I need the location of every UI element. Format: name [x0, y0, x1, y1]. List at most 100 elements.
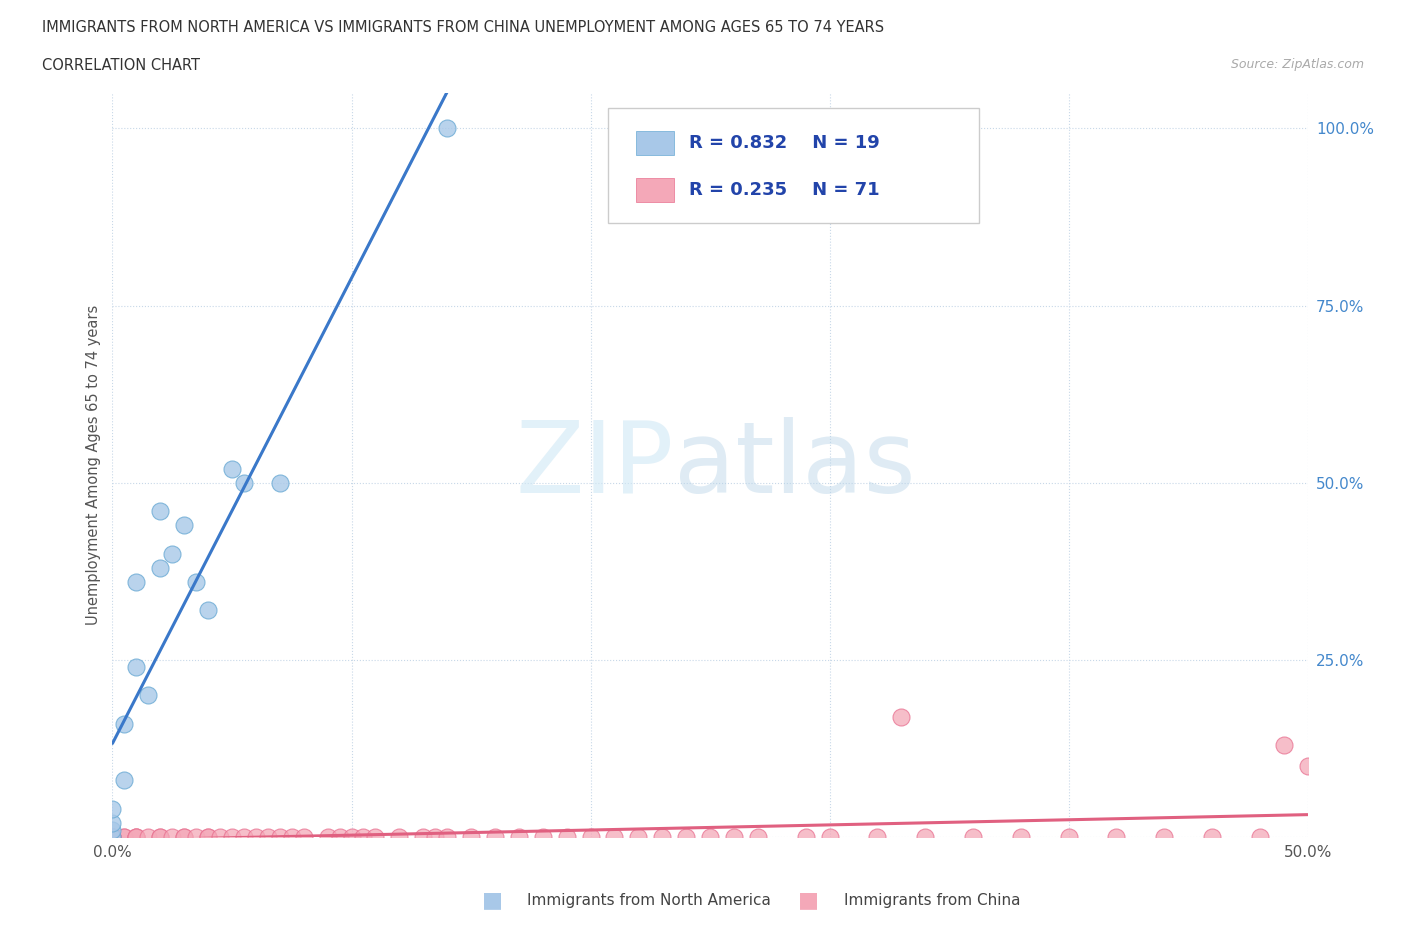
Text: Source: ZipAtlas.com: Source: ZipAtlas.com [1230, 58, 1364, 71]
Point [101, 816, 124, 830]
Point [1153, 830, 1175, 844]
Point [101, 802, 124, 817]
Text: atlas: atlas [675, 417, 915, 513]
Point [114, 773, 135, 788]
Point [651, 830, 673, 844]
Point [425, 830, 447, 844]
Point [101, 830, 124, 844]
Point [1249, 830, 1271, 844]
Point [436, 121, 458, 136]
Point [818, 830, 841, 844]
Point [125, 659, 148, 674]
Y-axis label: Unemployment Among Ages 65 to 74 years: Unemployment Among Ages 65 to 74 years [86, 305, 101, 625]
Point [699, 830, 721, 844]
Point [257, 830, 280, 844]
Point [245, 830, 267, 844]
Text: CORRELATION CHART: CORRELATION CHART [42, 58, 200, 73]
Point [269, 475, 291, 490]
Point [364, 830, 387, 844]
Point [114, 830, 135, 844]
FancyBboxPatch shape [609, 108, 979, 223]
Point [292, 830, 315, 844]
Point [101, 830, 124, 844]
Point [173, 518, 195, 533]
Point [388, 830, 411, 844]
Point [1010, 830, 1032, 844]
Point [101, 830, 124, 844]
Point [460, 830, 482, 844]
Point [208, 830, 231, 844]
Point [412, 830, 434, 844]
Point [125, 830, 148, 844]
Text: Immigrants from North America: Immigrants from North America [527, 893, 770, 908]
Point [101, 830, 124, 844]
Point [1296, 759, 1319, 774]
Point [747, 830, 769, 844]
Point [125, 830, 148, 844]
Point [101, 830, 124, 844]
Point [866, 830, 889, 844]
Point [125, 830, 148, 844]
Text: IMMIGRANTS FROM NORTH AMERICA VS IMMIGRANTS FROM CHINA UNEMPLOYMENT AMONG AGES 6: IMMIGRANTS FROM NORTH AMERICA VS IMMIGRA… [42, 20, 884, 35]
Point [890, 709, 912, 724]
Point [197, 603, 219, 618]
Point [197, 830, 219, 844]
Point [173, 830, 195, 844]
Point [221, 830, 243, 844]
Point [484, 830, 506, 844]
Point [101, 830, 124, 844]
Point [101, 830, 124, 844]
Text: R = 0.832    N = 19: R = 0.832 N = 19 [689, 134, 879, 152]
Text: ZIP: ZIP [516, 417, 675, 513]
Point [340, 830, 363, 844]
Point [508, 830, 530, 844]
Point [138, 688, 160, 703]
Point [232, 475, 256, 490]
Point [281, 830, 304, 844]
Point [186, 575, 208, 590]
Point [162, 830, 183, 844]
Point [531, 830, 554, 844]
Point [101, 830, 124, 844]
Point [1057, 830, 1080, 844]
Text: ■: ■ [799, 890, 818, 910]
Point [149, 504, 172, 519]
Point [197, 830, 219, 844]
Point [914, 830, 936, 844]
Text: R = 0.235    N = 71: R = 0.235 N = 71 [689, 180, 879, 199]
Point [603, 830, 626, 844]
Point [101, 822, 124, 837]
Point [101, 830, 124, 844]
Text: ■: ■ [482, 890, 502, 910]
Text: Immigrants from China: Immigrants from China [844, 893, 1021, 908]
Point [1201, 830, 1223, 844]
Point [627, 830, 650, 844]
Point [149, 830, 172, 844]
Point [1272, 737, 1295, 752]
Point [723, 830, 745, 844]
Point [675, 830, 697, 844]
Point [1105, 830, 1128, 844]
Point [269, 830, 291, 844]
Point [101, 830, 124, 844]
Point [962, 830, 984, 844]
Point [352, 830, 374, 844]
Point [794, 830, 817, 844]
Point [101, 830, 124, 844]
FancyBboxPatch shape [636, 178, 675, 202]
Point [328, 830, 352, 844]
Point [162, 546, 183, 561]
FancyBboxPatch shape [636, 131, 675, 154]
Point [101, 830, 124, 844]
Point [138, 830, 160, 844]
Point [149, 560, 172, 575]
Point [555, 830, 578, 844]
Point [436, 830, 458, 844]
Point [114, 716, 135, 731]
Point [125, 575, 148, 590]
Point [173, 830, 195, 844]
Point [101, 830, 124, 844]
Point [232, 830, 256, 844]
Point [221, 461, 243, 476]
Point [316, 830, 339, 844]
